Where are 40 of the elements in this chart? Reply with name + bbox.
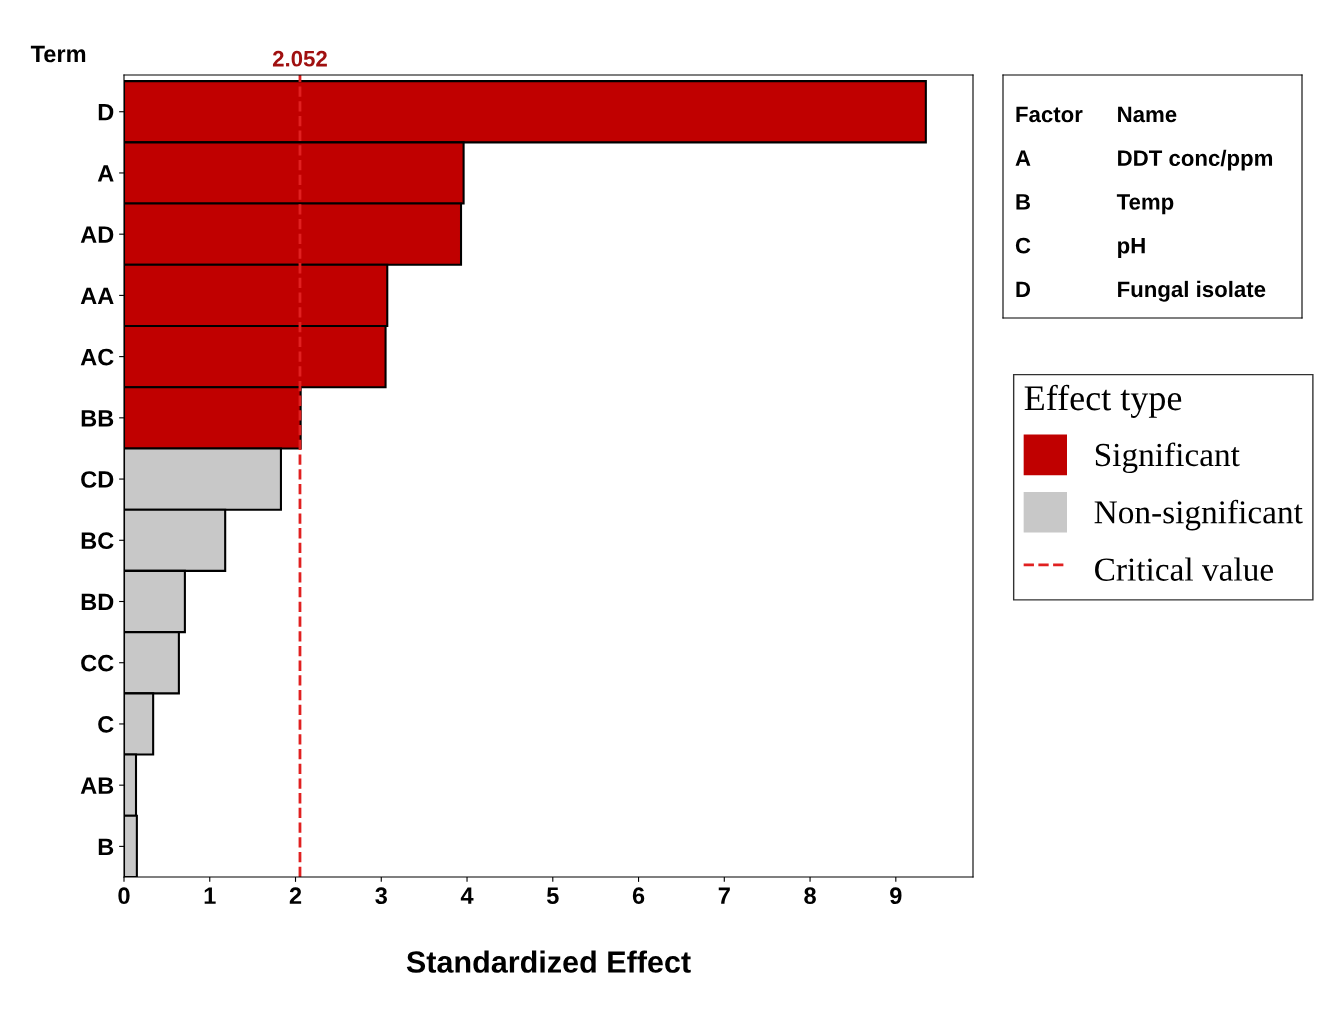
text: Temp	[1116, 194, 1174, 215]
legend-label: Significant	[1095, 442, 1240, 474]
text: C	[1015, 237, 1031, 254]
legend-label: Non-significant	[1094, 499, 1303, 531]
y-tick-label: BD	[81, 593, 114, 611]
y-tick-label: D	[98, 104, 114, 121]
y-tick-label: BC	[81, 532, 114, 550]
x-tick-label: 1	[204, 887, 216, 904]
y-tick-label: B	[98, 838, 114, 855]
y-tick-label: CC	[81, 654, 114, 672]
text: Factor	[1016, 106, 1083, 123]
x-tick-label: 9	[890, 887, 902, 905]
y-tick-label: A	[97, 165, 114, 182]
text: B	[1016, 194, 1030, 210]
ref-line-label: 2.052	[272, 50, 327, 67]
y-tick-label: AA	[80, 287, 114, 304]
x-tick-label: 4	[460, 887, 474, 904]
y-tick-label: CD	[81, 471, 114, 488]
x-tick-label: 2	[289, 887, 302, 904]
x-tick-label: 8	[804, 887, 816, 905]
y-tick-label: BB	[81, 410, 114, 427]
x-tick-label: 3	[375, 887, 387, 905]
y-tick-label: AB	[80, 777, 114, 794]
x-tick-label: 6	[632, 887, 645, 905]
x-tick-label: 5	[546, 887, 559, 905]
text: Fungal isolate	[1118, 280, 1266, 302]
x-tick-label: 7	[718, 887, 730, 904]
legend-title: Effect type	[1024, 384, 1182, 418]
text: Critical value	[1095, 557, 1273, 581]
text: DDT conc/ppm	[1118, 149, 1273, 171]
y-axis-title: Term	[30, 45, 86, 63]
text: D	[1016, 281, 1031, 298]
y-tick-label: AC	[80, 348, 114, 366]
text: pH	[1118, 237, 1145, 258]
x-tick-label: 0	[118, 887, 130, 905]
y-tick-label: AD	[80, 226, 114, 243]
x-axis-title: Standardized Effect	[406, 950, 691, 973]
text: Name	[1118, 106, 1177, 123]
text: A	[1015, 150, 1031, 166]
y-tick-label: C	[98, 716, 114, 733]
